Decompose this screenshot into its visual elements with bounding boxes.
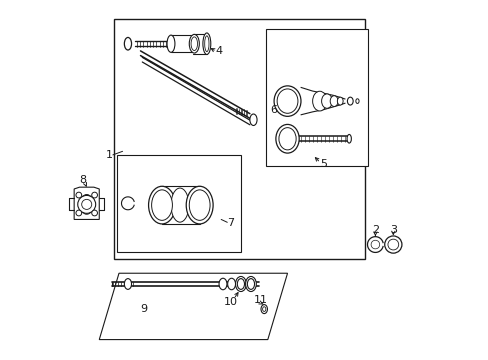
Ellipse shape: [275, 125, 299, 153]
Ellipse shape: [124, 279, 131, 289]
Text: 11: 11: [253, 295, 267, 305]
Text: 8: 8: [80, 175, 86, 185]
Ellipse shape: [227, 278, 235, 290]
Circle shape: [92, 210, 97, 216]
Text: 3: 3: [389, 225, 396, 235]
Ellipse shape: [237, 279, 244, 289]
Text: 7: 7: [227, 218, 234, 228]
Bar: [113, 19, 364, 259]
Ellipse shape: [247, 279, 254, 289]
Ellipse shape: [245, 276, 256, 292]
Ellipse shape: [189, 190, 210, 220]
Ellipse shape: [171, 188, 188, 222]
Text: 4: 4: [215, 46, 223, 56]
Text: 10: 10: [224, 297, 237, 307]
Ellipse shape: [262, 307, 265, 311]
Ellipse shape: [124, 37, 131, 50]
Circle shape: [76, 210, 81, 216]
Ellipse shape: [274, 86, 301, 116]
Circle shape: [76, 192, 81, 198]
Ellipse shape: [219, 278, 226, 290]
Text: 9: 9: [140, 304, 147, 314]
Polygon shape: [74, 187, 99, 220]
Ellipse shape: [261, 305, 267, 314]
Ellipse shape: [189, 35, 199, 53]
Bar: [265, 30, 367, 166]
Ellipse shape: [203, 33, 210, 54]
Ellipse shape: [278, 128, 296, 150]
Ellipse shape: [355, 99, 358, 103]
Ellipse shape: [80, 194, 93, 214]
Ellipse shape: [167, 35, 175, 52]
Circle shape: [92, 192, 97, 198]
Ellipse shape: [329, 96, 337, 107]
Ellipse shape: [186, 186, 213, 224]
Text: 5: 5: [319, 159, 326, 169]
Ellipse shape: [148, 186, 175, 224]
Circle shape: [384, 236, 401, 253]
Polygon shape: [99, 273, 287, 339]
Ellipse shape: [346, 134, 351, 143]
Circle shape: [370, 240, 379, 249]
Ellipse shape: [235, 276, 246, 292]
Text: 2: 2: [371, 225, 378, 235]
Bar: [117, 155, 241, 252]
Text: 1: 1: [105, 150, 112, 160]
Ellipse shape: [277, 89, 297, 113]
Ellipse shape: [321, 94, 332, 108]
Ellipse shape: [312, 91, 326, 111]
Ellipse shape: [191, 37, 197, 50]
Ellipse shape: [249, 114, 257, 126]
Ellipse shape: [204, 36, 208, 51]
Circle shape: [78, 195, 96, 213]
Ellipse shape: [337, 97, 343, 105]
Ellipse shape: [151, 190, 172, 220]
Circle shape: [81, 199, 92, 210]
Circle shape: [387, 239, 398, 250]
Ellipse shape: [346, 97, 352, 105]
Text: 6: 6: [270, 105, 277, 115]
